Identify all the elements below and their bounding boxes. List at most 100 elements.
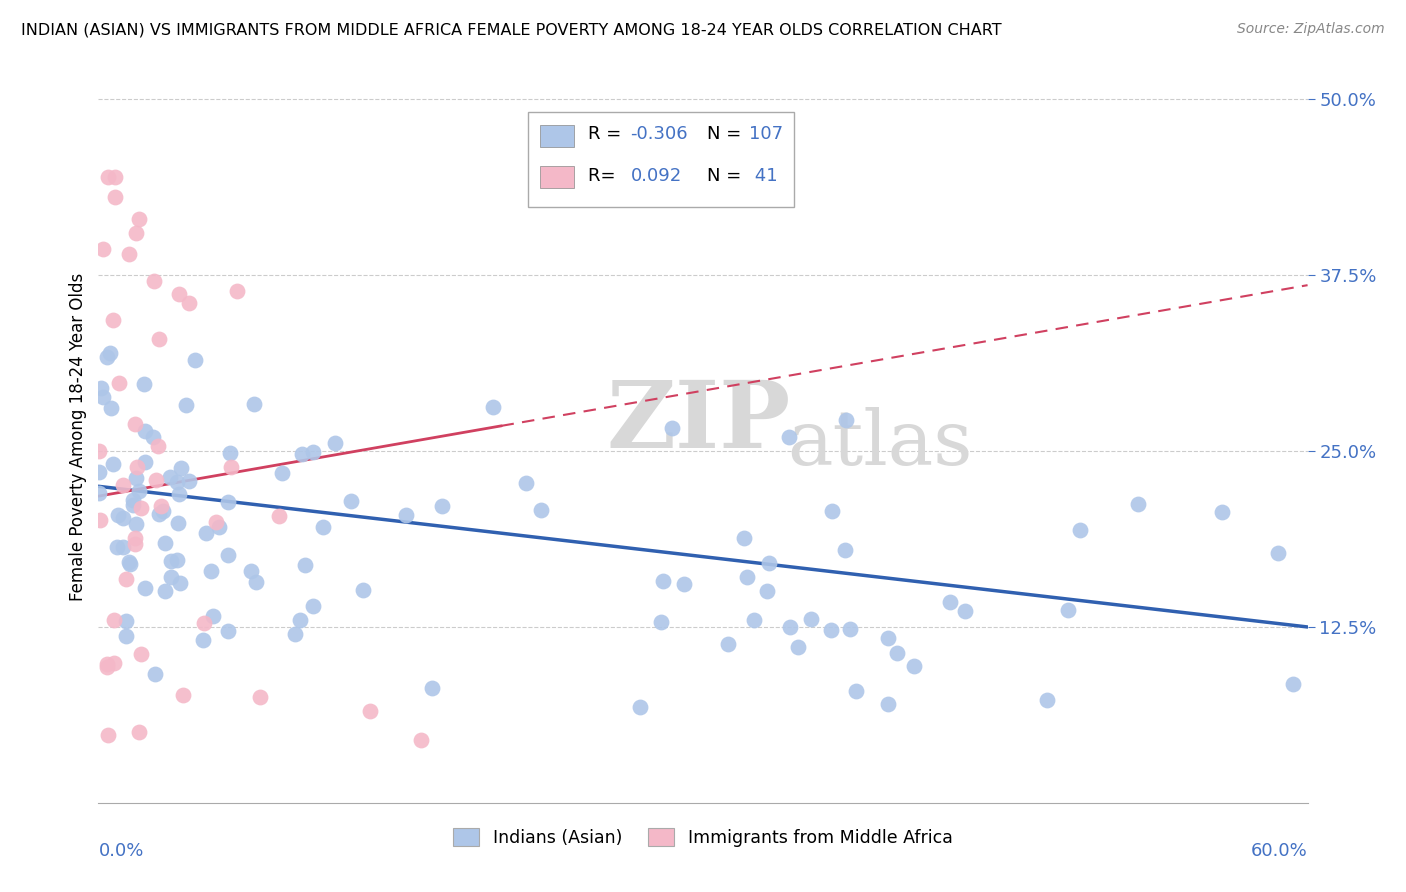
Point: [953, 604, 976, 618]
Point: [118, 558, 141, 572]
Point: [160, 570, 183, 584]
Point: [96, 660, 118, 674]
Point: [98, 346, 121, 360]
Point: [89, 486, 111, 500]
Point: [167, 287, 190, 301]
Point: [735, 570, 758, 584]
Text: N =: N =: [707, 167, 747, 185]
Point: [208, 519, 231, 533]
Legend: Indians (Asian), Immigrants from Middle Africa: Indians (Asian), Immigrants from Middle …: [446, 822, 960, 854]
Point: [153, 584, 176, 599]
Point: [111, 478, 134, 492]
Point: [628, 699, 651, 714]
Point: [179, 296, 201, 310]
Text: -0.306: -0.306: [630, 125, 688, 143]
FancyBboxPatch shape: [527, 112, 793, 207]
Point: [166, 553, 188, 567]
Point: [174, 398, 197, 412]
Point: [87, 444, 110, 458]
Point: [200, 564, 222, 578]
Point: [242, 397, 264, 411]
Text: ZIP: ZIP: [606, 377, 790, 467]
Point: [1036, 692, 1059, 706]
Point: [118, 247, 141, 261]
Point: [184, 352, 207, 367]
Point: [323, 435, 346, 450]
Point: [107, 508, 129, 522]
Text: 0.0%: 0.0%: [98, 842, 143, 860]
Point: [124, 536, 146, 550]
Point: [193, 633, 215, 648]
Point: [742, 613, 765, 627]
Point: [786, 640, 808, 655]
Point: [661, 421, 683, 435]
Point: [482, 400, 505, 414]
Point: [159, 470, 181, 484]
Point: [100, 401, 122, 415]
Point: [131, 647, 153, 661]
Point: [103, 169, 125, 184]
Point: [141, 430, 163, 444]
Text: atlas: atlas: [787, 408, 973, 482]
Point: [169, 575, 191, 590]
Point: [420, 681, 443, 695]
Point: [115, 572, 138, 586]
Point: [91, 242, 114, 256]
Point: [103, 656, 125, 670]
Point: [101, 313, 124, 327]
Point: [820, 623, 842, 637]
Point: [652, 574, 675, 589]
Point: [167, 487, 190, 501]
Point: [124, 531, 146, 545]
Point: [121, 498, 143, 512]
Point: [134, 582, 156, 596]
Point: [118, 555, 141, 569]
Point: [179, 474, 201, 488]
Point: [267, 508, 290, 523]
Point: [124, 516, 146, 531]
Point: [271, 467, 294, 481]
Point: [779, 619, 801, 633]
Point: [312, 520, 335, 534]
Point: [121, 493, 143, 508]
Point: [194, 525, 217, 540]
Point: [778, 430, 800, 444]
Point: [107, 540, 129, 554]
Point: [169, 461, 191, 475]
Point: [217, 548, 239, 562]
Point: [101, 458, 124, 472]
Point: [111, 511, 134, 525]
Point: [838, 622, 860, 636]
Point: [91, 390, 114, 404]
Point: [219, 459, 242, 474]
Point: [820, 504, 842, 518]
Point: [115, 629, 138, 643]
Point: [939, 595, 962, 609]
Point: [288, 613, 311, 627]
Text: Source: ZipAtlas.com: Source: ZipAtlas.com: [1237, 22, 1385, 37]
Point: [219, 446, 242, 460]
Point: [152, 504, 174, 518]
Point: [89, 513, 111, 527]
Point: [153, 536, 176, 550]
Point: [800, 612, 823, 626]
Text: R=: R=: [588, 167, 627, 185]
Point: [530, 503, 553, 517]
Point: [172, 688, 194, 702]
Point: [845, 684, 868, 698]
Point: [291, 447, 314, 461]
Point: [128, 725, 150, 739]
Point: [97, 169, 120, 184]
Point: [87, 465, 110, 479]
Text: 41: 41: [749, 167, 778, 185]
Point: [1069, 523, 1091, 537]
Point: [409, 732, 432, 747]
Point: [717, 637, 740, 651]
Point: [148, 439, 170, 453]
Point: [111, 540, 134, 554]
Point: [148, 332, 170, 346]
Point: [1057, 603, 1080, 617]
Point: [758, 556, 780, 570]
Point: [217, 495, 239, 509]
Point: [166, 475, 188, 490]
